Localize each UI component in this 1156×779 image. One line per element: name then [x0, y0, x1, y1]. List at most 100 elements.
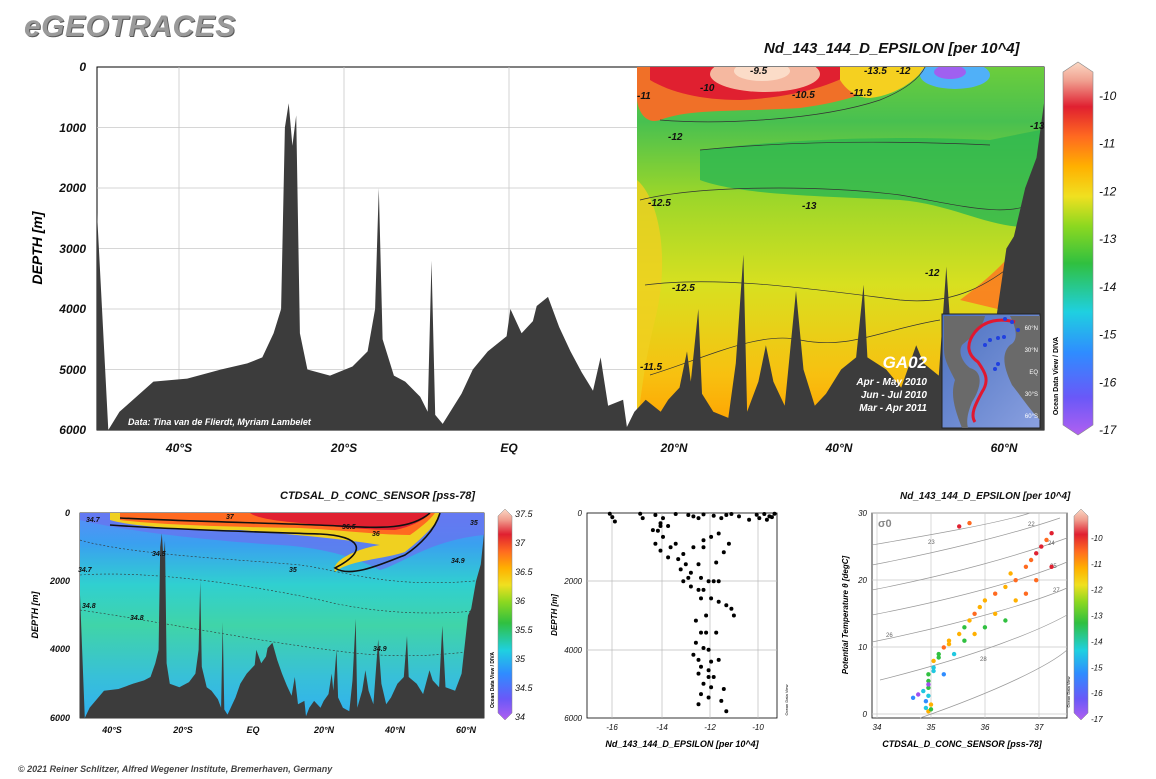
- station-marker: [983, 343, 987, 347]
- epsilon-depth-plot: 0 2000 4000 6000 DEPTH [m] -16 -14 -12 -…: [550, 509, 789, 749]
- ts-data-point: [962, 638, 967, 643]
- eps-data-point: [704, 613, 709, 618]
- eps-data-point: [691, 545, 696, 550]
- ts-data-point: [941, 645, 946, 650]
- ts-data-point: [1003, 618, 1008, 623]
- contour-label: 37: [226, 514, 235, 521]
- sal-dotted-contours: [80, 539, 484, 657]
- eps-data-point: [686, 575, 691, 580]
- ts-data-point: [926, 685, 931, 690]
- ts-data-point: [1049, 564, 1054, 569]
- salinity-colorbar: 37.5 37 36.5 36 35.5 35 34.5 34 Ocean Data View…: [490, 508, 534, 722]
- eps-data-point: [691, 514, 696, 519]
- eps-data-point: [696, 657, 701, 662]
- y-tick-label: 6000: [564, 714, 582, 723]
- contour-label: 34.9: [451, 558, 465, 565]
- ts-data-point: [1028, 557, 1034, 563]
- y-tick-label: 0: [79, 60, 86, 74]
- isopycnal-label: 27: [1053, 588, 1060, 594]
- x-tick-label: 40°S: [165, 441, 192, 455]
- eps-data-point: [731, 613, 736, 618]
- ts-diagram-plot: 22 23 24 25 26 27 28 σ0 0 10 20 30 Poten…: [841, 509, 1068, 749]
- eps-data-point: [638, 511, 643, 516]
- sal-y-axis-title: DEPTH [m]: [30, 590, 40, 638]
- main-colorbar: -10 -11 -12 -13 -14 -15 -16 -17 Ocean Data View…: [1053, 61, 1118, 437]
- contour-label: -12: [896, 66, 911, 77]
- eps-y-axis: 0 2000 4000 6000: [563, 509, 582, 723]
- cruise-date: Jun - Jul 2010: [861, 390, 928, 401]
- inset-lat-label: 60°N: [1025, 326, 1038, 332]
- eps-data-point: [653, 541, 658, 546]
- eps-data-point: [772, 511, 777, 516]
- eps-x-axis: -16 -14 -12 -10: [606, 723, 764, 732]
- sal-y-axis: 0 2000 4000 6000: [49, 508, 70, 723]
- ts-data-point: [1013, 598, 1018, 603]
- ts-data-point: [936, 655, 941, 660]
- eps-data-point: [701, 538, 706, 543]
- main-field-max-core: [734, 67, 790, 81]
- inset-landmass-americas: [944, 316, 985, 428]
- y-tick-label: 10: [858, 643, 867, 652]
- eps-data-point: [721, 687, 726, 691]
- ts-data-point: [1023, 564, 1029, 569]
- ts-y-axis: 0 10 20 30: [857, 509, 867, 719]
- colorbar-tick-label: -14: [1091, 637, 1103, 646]
- station-marker: [996, 336, 1000, 340]
- eps-data-point: [706, 675, 711, 679]
- inset-lat-label: 30°N: [1025, 348, 1038, 354]
- ts-data-point: [967, 618, 972, 623]
- ts-data-point: [982, 625, 988, 630]
- eps-data-point: [699, 575, 703, 580]
- station-marker: [993, 367, 997, 371]
- x-tick-label: 20°N: [660, 441, 688, 455]
- contour-label: -13: [802, 201, 817, 212]
- y-tick-label: 30: [858, 509, 867, 518]
- ts-data-point: [962, 625, 967, 630]
- y-tick-label: 1000: [59, 121, 86, 135]
- ts-data-point: [993, 591, 998, 596]
- eps-data-point: [699, 692, 703, 697]
- ts-data-point: [972, 611, 977, 616]
- ts-data-point: [916, 692, 921, 697]
- contour-label: 34.8: [82, 603, 96, 610]
- inset-map: 60°N 30°N EQ 30°S 60°S: [941, 313, 1041, 429]
- y-tick-label: 6000: [59, 423, 86, 437]
- contour-label: 34.7: [78, 567, 93, 574]
- eps-data-point: [658, 524, 663, 528]
- eps-data-point: [716, 657, 721, 662]
- ts-data-point: [972, 631, 977, 637]
- inset-lat-label: EQ: [1029, 370, 1038, 376]
- colorbar-body: [1073, 508, 1089, 721]
- main-section-title: Nd_143_144_D_EPSILON [per 10^4]: [764, 40, 1020, 57]
- station-marker: [1010, 320, 1014, 324]
- isopycnals: [871, 512, 1068, 719]
- ts-data-point: [1023, 591, 1029, 596]
- ts-data-point: [928, 702, 934, 707]
- colorbar-tick-label: -15: [1099, 328, 1117, 342]
- eps-point-series: [607, 511, 777, 714]
- salinity-section-plot: 34.7 34.5 34.7 34.8 34.9 34.9 35 36 36.5…: [30, 508, 485, 735]
- contour-label: 35: [289, 567, 297, 574]
- eps-data-point: [696, 516, 701, 521]
- ts-data-point: [1039, 544, 1044, 549]
- x-tick-label: 35: [927, 723, 936, 732]
- contour-label: -12: [925, 268, 940, 279]
- eps-x-axis-title: Nd_143_144_D_EPSILON [per 10^4]: [605, 739, 759, 749]
- contour-label: -11: [637, 91, 651, 102]
- x-tick-label: 60°N: [991, 441, 1018, 455]
- x-tick-label: 60°N: [456, 725, 477, 735]
- colorbar-tick-label: -17: [1091, 715, 1103, 724]
- colorbar-ticks: -10 -11 -12 -13 -14 -15 -16 -17: [1091, 534, 1103, 724]
- eps-data-point: [709, 534, 714, 539]
- eps-data-point: [668, 545, 673, 550]
- eps-data-point: [655, 528, 660, 533]
- eps-data-point: [709, 596, 714, 601]
- station-marker: [1016, 328, 1020, 332]
- eps-data-point: [661, 516, 665, 521]
- sal-x-axis: 40°S 20°S EQ 20°N 40°N 60°N: [101, 725, 476, 735]
- colorbar-tick-label: -15: [1091, 663, 1103, 672]
- colorbar-tick-label: 35.5: [515, 625, 534, 635]
- x-tick-label: EQ: [500, 441, 518, 455]
- cruise-name: GA02: [883, 353, 928, 372]
- eps-data-point: [706, 695, 711, 700]
